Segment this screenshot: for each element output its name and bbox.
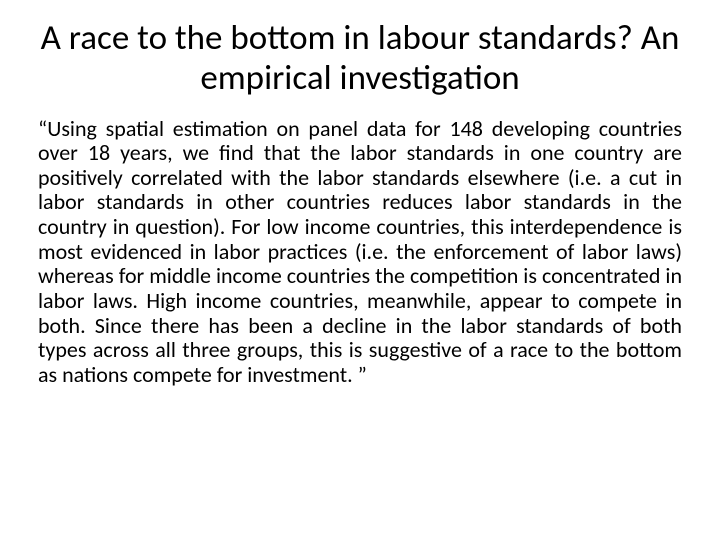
slide-title: A race to the bottom in labour standards… [38,18,682,99]
slide: A race to the bottom in labour standards… [0,0,720,540]
slide-body-text: “Using spatial estimation on panel data … [38,117,682,388]
